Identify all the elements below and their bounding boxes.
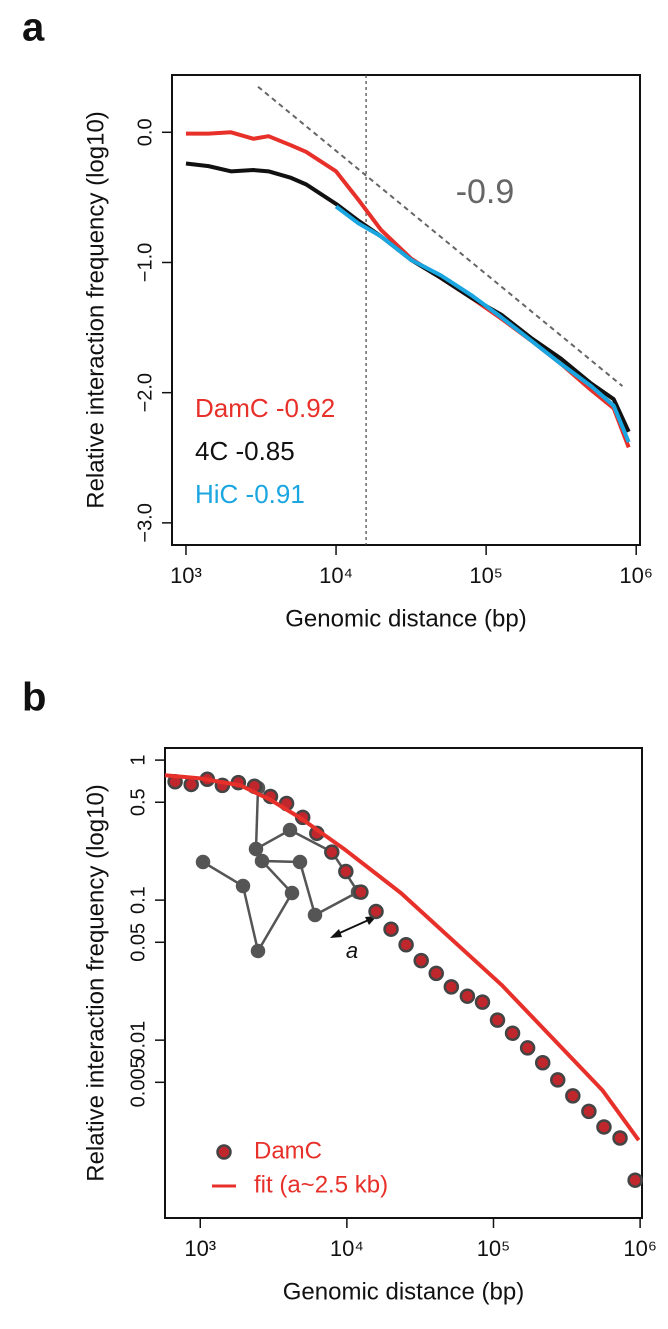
reference-line	[257, 85, 624, 387]
panel-label: b	[22, 676, 46, 720]
series-line	[164, 773, 641, 1142]
legend-label: DamC	[254, 1137, 322, 1164]
x-tick-label: 10⁴	[330, 1236, 364, 1261]
legend-marker	[216, 1144, 232, 1160]
y-tick-label: 0.0	[134, 118, 156, 146]
y-axis-label: Relative interaction frequency (log10)	[82, 111, 109, 509]
arrow-head	[330, 929, 342, 938]
data-point	[459, 988, 476, 1004]
data-point	[368, 903, 384, 920]
data-point	[534, 1054, 551, 1071]
panel-label: a	[22, 6, 45, 50]
y-tick-label: −2.0	[134, 373, 156, 412]
series-line	[334, 204, 631, 443]
data-point	[474, 994, 491, 1010]
x-axis-label: Genomic distance (bp)	[283, 1278, 524, 1305]
data-point	[504, 1025, 521, 1042]
data-point	[565, 1088, 581, 1104]
data-point	[489, 1012, 506, 1028]
data-point	[596, 1119, 612, 1135]
plot-frame	[164, 747, 643, 1219]
slope-annotation: -0.9	[456, 173, 515, 211]
y-tick-label: 0.1	[127, 886, 149, 914]
y-tick-label: 0.01	[127, 1021, 149, 1060]
x-tick-label: 10⁶	[619, 563, 653, 588]
y-tick-label: −3.0	[134, 503, 156, 542]
data-point	[612, 1130, 628, 1146]
x-tick-label: 10⁴	[319, 563, 353, 588]
series-line	[185, 161, 631, 433]
data-point	[549, 1072, 566, 1088]
data-point	[413, 952, 429, 969]
y-tick-label: 0.5	[127, 788, 149, 816]
data-point	[353, 884, 369, 900]
data-point	[398, 937, 414, 953]
data-point	[338, 863, 354, 880]
data-point	[443, 979, 460, 995]
x-axis-label: Genomic distance (bp)	[285, 605, 526, 632]
y-tick-label: −1.0	[134, 243, 156, 282]
y-tick-label: 0.005	[127, 1057, 149, 1107]
data-point	[383, 921, 399, 937]
data-point	[428, 965, 444, 982]
data-point	[627, 1172, 643, 1188]
legend-label: fit (a~2.5 kb)	[254, 1171, 388, 1198]
legend-label: HiC -0.91	[195, 479, 305, 509]
x-tick-label: 10⁶	[623, 1236, 657, 1261]
inset-label: a	[346, 938, 358, 963]
legend-label: DamC -0.92	[195, 393, 335, 423]
polymer-chain	[202, 787, 360, 955]
plot-frame	[171, 74, 641, 546]
y-axis-label: Relative interaction frequency (log10)	[82, 784, 109, 1182]
y-tick-label: 0.05	[127, 923, 149, 962]
legend-label: 4C -0.85	[195, 436, 295, 466]
data-point	[519, 1040, 536, 1056]
data-point	[581, 1103, 597, 1120]
x-tick-label: 10⁵	[477, 1236, 511, 1261]
x-tick-label: 10³	[184, 1236, 216, 1261]
data-point	[324, 844, 340, 860]
x-tick-label: 10³	[170, 563, 202, 588]
x-tick-label: 10⁵	[469, 563, 503, 588]
y-tick-label: 1	[127, 755, 149, 766]
